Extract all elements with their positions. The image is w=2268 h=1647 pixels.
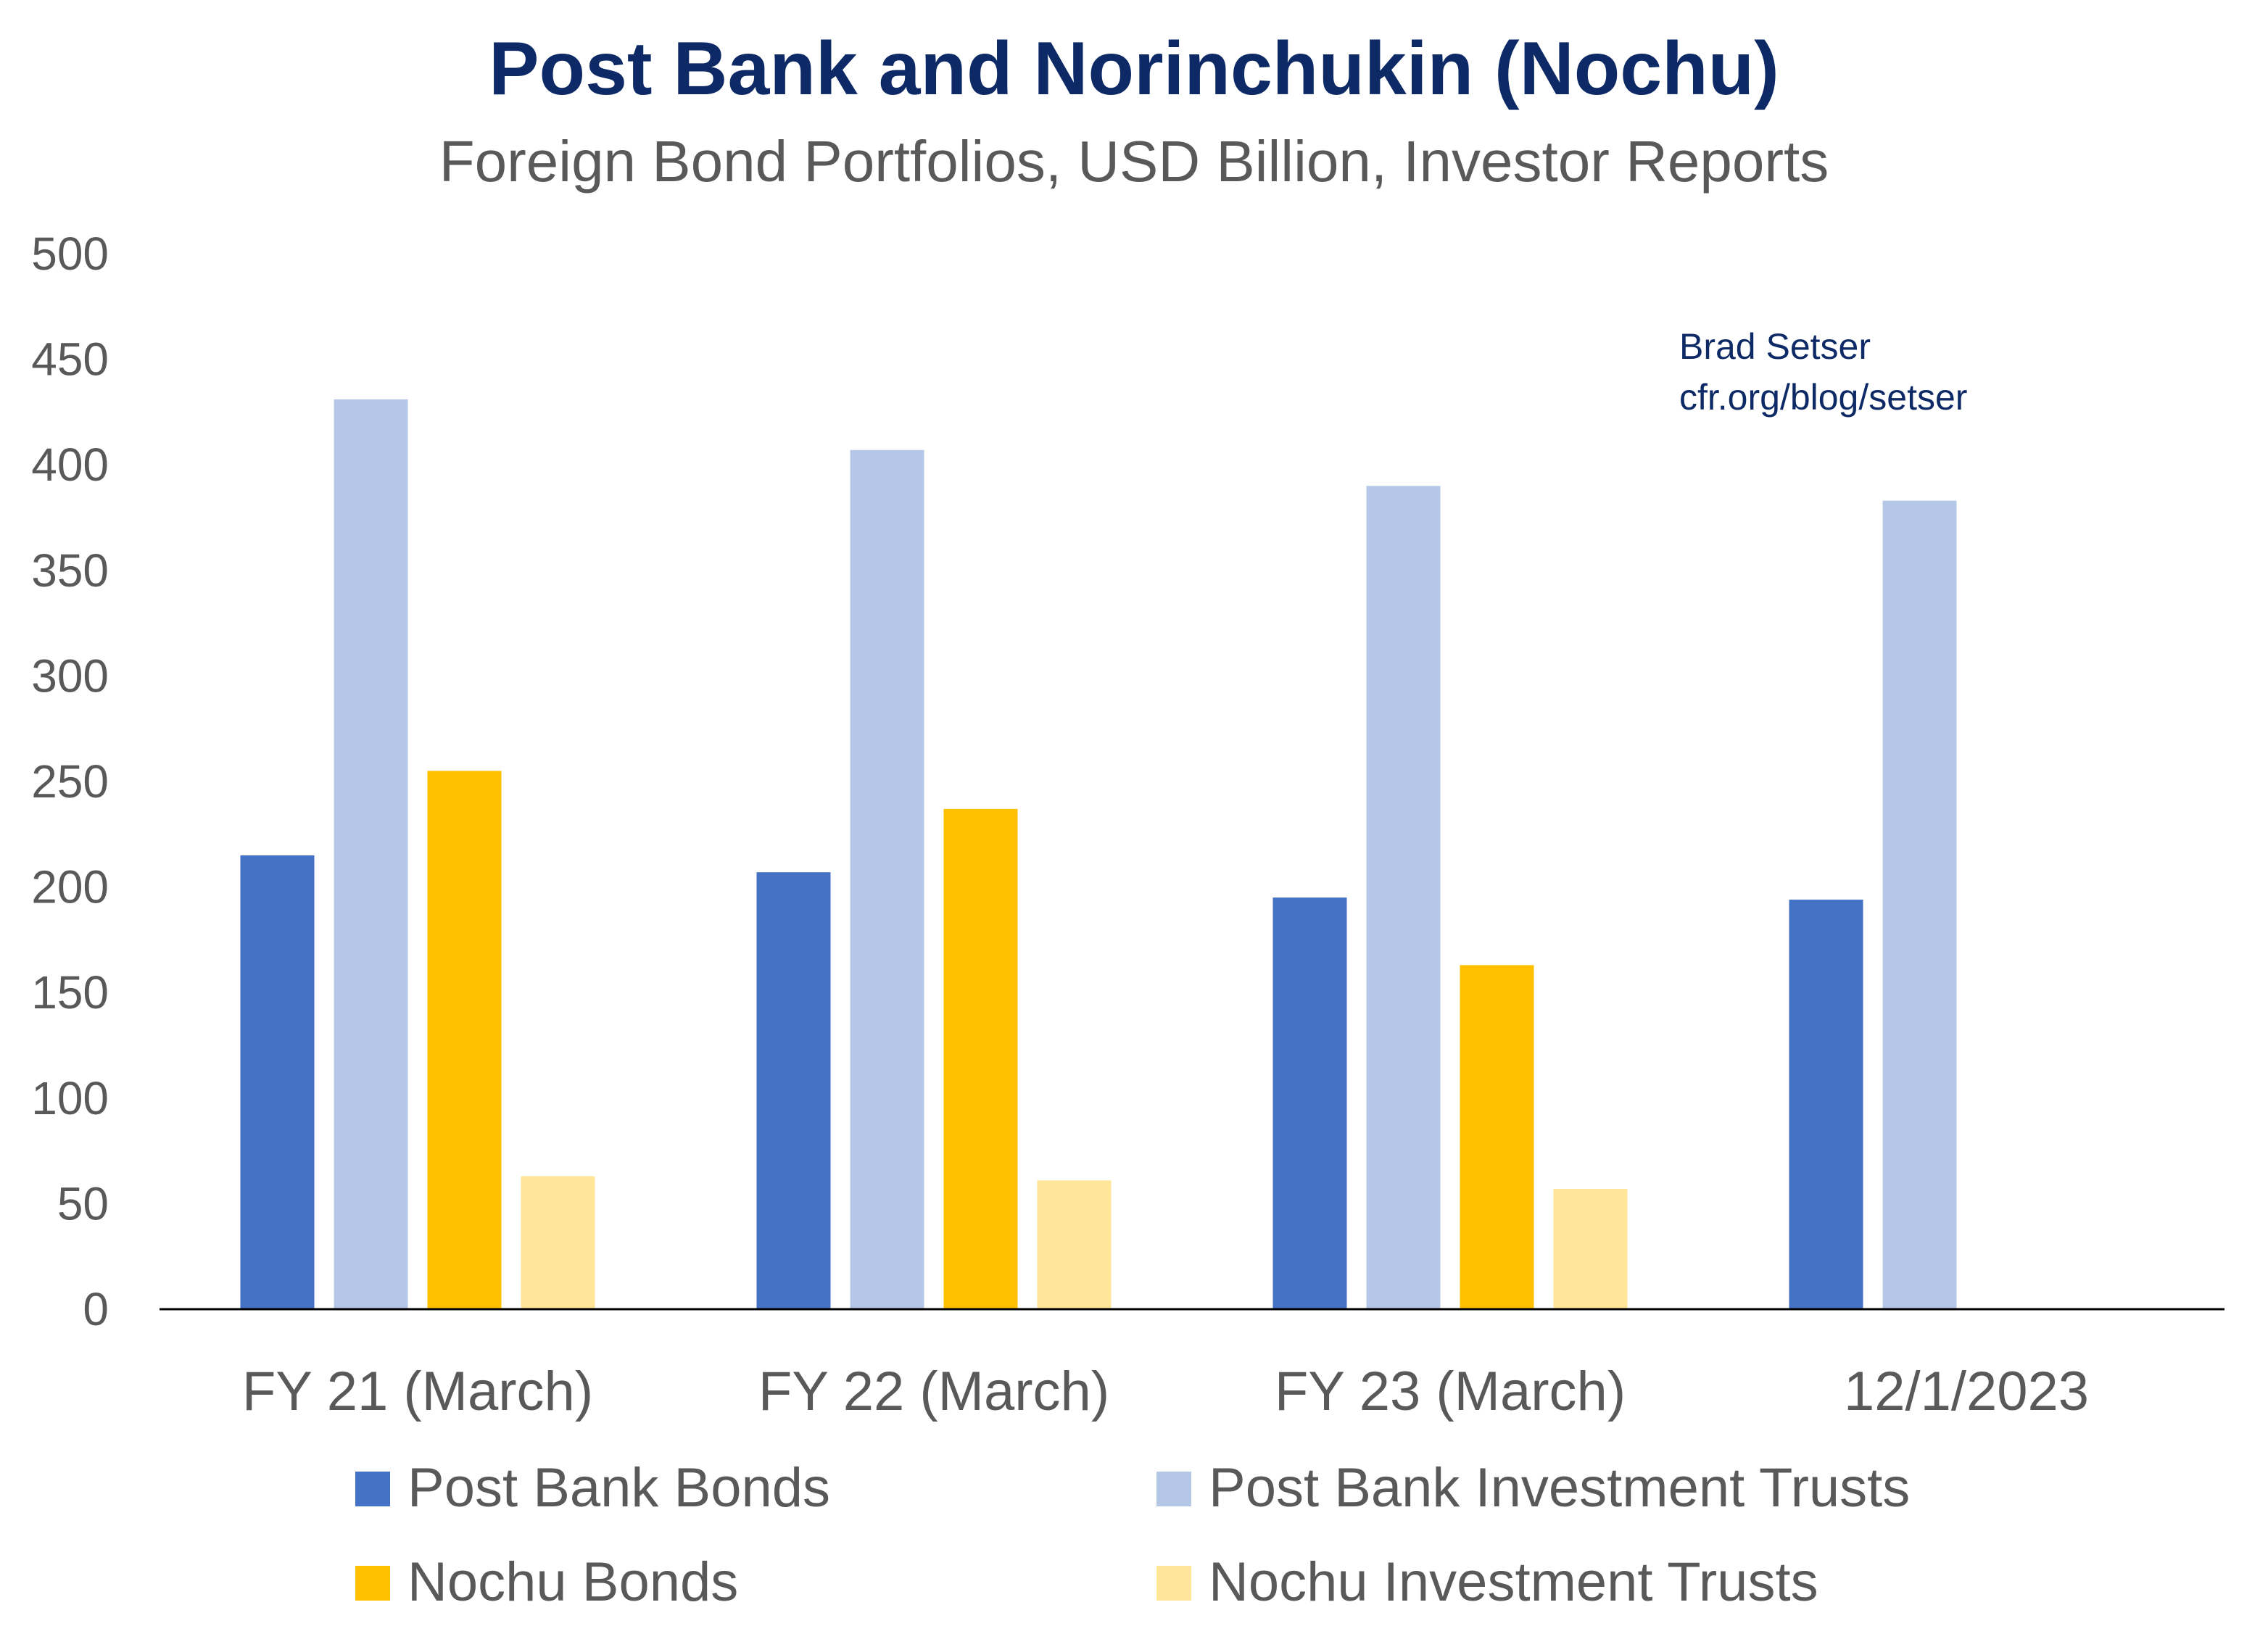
bar-post-bank-investment-trusts (1882, 500, 1957, 1309)
legend-label: Nochu Bonds (407, 1551, 738, 1613)
x-axis-labels: FY 21 (March) FY 22 (March) FY 23 (March) 1… (242, 1361, 2089, 1422)
legend-label: Nochu Investment Trusts (1209, 1551, 1818, 1613)
legend-label: Post Bank Bonds (407, 1457, 830, 1519)
x-category-label: FY 21 (March) (242, 1361, 593, 1422)
bar-nochu-bonds (1460, 965, 1534, 1309)
legend-swatch (1156, 1472, 1191, 1506)
y-tick-label: 50 (57, 1177, 109, 1229)
y-tick-label: 0 (83, 1283, 109, 1335)
chart-title: Post Bank and Norinchukin (Nochu) (489, 27, 1779, 111)
legend: Post Bank Bonds Post Bank Investment Trus… (355, 1457, 1910, 1613)
bars (240, 399, 1957, 1310)
bar-post-bank-investment-trusts (1366, 486, 1441, 1309)
legend-label: Post Bank Investment Trusts (1209, 1457, 1910, 1519)
x-category-label: 12/1/2023 (1844, 1361, 2089, 1422)
chart-subtitle: Foreign Bond Portfolios, USD Billion, In… (439, 129, 1829, 194)
legend-swatch (355, 1472, 390, 1506)
url-annotation: cfr.org/blog/setser (1679, 377, 1967, 418)
bar-nochu-bonds (943, 808, 1018, 1309)
y-tick-label: 300 (31, 650, 109, 702)
bar-post-bank-bonds (1789, 900, 1863, 1309)
x-category-label: FY 23 (March) (1275, 1361, 1626, 1422)
y-tick-label: 500 (31, 228, 109, 280)
legend-swatch (355, 1566, 390, 1601)
y-tick-label: 250 (31, 755, 109, 808)
bar-nochu-investment-trusts (1553, 1189, 1628, 1309)
y-tick-label: 150 (31, 966, 109, 1019)
y-tick-label: 200 (31, 861, 109, 913)
bar-nochu-bonds (427, 771, 502, 1309)
bar-nochu-investment-trusts (1037, 1180, 1112, 1309)
bar-nochu-investment-trusts (521, 1176, 595, 1309)
x-category-label: FY 22 (March) (758, 1361, 1109, 1422)
y-axis-ticks: 0 50 100 150 200 250 300 350 400 450 500 (31, 228, 109, 1335)
y-tick-label: 100 (31, 1072, 109, 1124)
y-tick-label: 400 (31, 439, 109, 491)
author-annotation: Brad Setser (1679, 326, 1871, 367)
y-tick-label: 350 (31, 544, 109, 597)
bar-post-bank-investment-trusts (850, 449, 924, 1310)
legend-swatch (1156, 1566, 1191, 1601)
y-tick-label: 450 (31, 333, 109, 386)
bar-post-bank-bonds (756, 872, 831, 1309)
bar-post-bank-bonds (240, 855, 315, 1309)
bar-post-bank-investment-trusts (334, 399, 408, 1309)
bar-post-bank-bonds (1272, 897, 1347, 1309)
